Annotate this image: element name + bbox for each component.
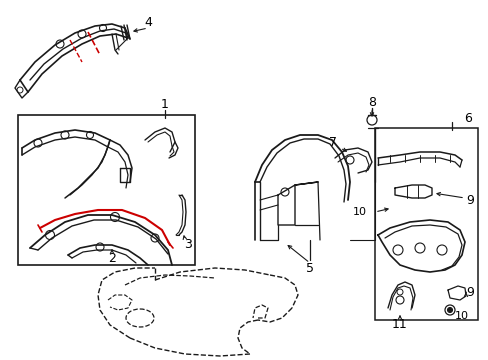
Text: 6: 6	[463, 112, 471, 125]
Text: 2: 2	[108, 252, 116, 265]
Text: 7: 7	[328, 135, 336, 148]
Text: 5: 5	[305, 261, 313, 274]
Text: 11: 11	[391, 319, 407, 332]
Text: 4: 4	[144, 15, 152, 28]
Text: 8: 8	[367, 95, 375, 108]
Text: 10: 10	[352, 207, 366, 217]
Text: 10: 10	[454, 311, 468, 321]
Circle shape	[447, 307, 451, 312]
Text: 9: 9	[465, 194, 473, 207]
Bar	[18, 115, 195, 265]
Bar	[374, 128, 477, 320]
Text: 1: 1	[161, 99, 168, 112]
Text: 3: 3	[183, 238, 192, 252]
Text: 9: 9	[465, 285, 473, 298]
